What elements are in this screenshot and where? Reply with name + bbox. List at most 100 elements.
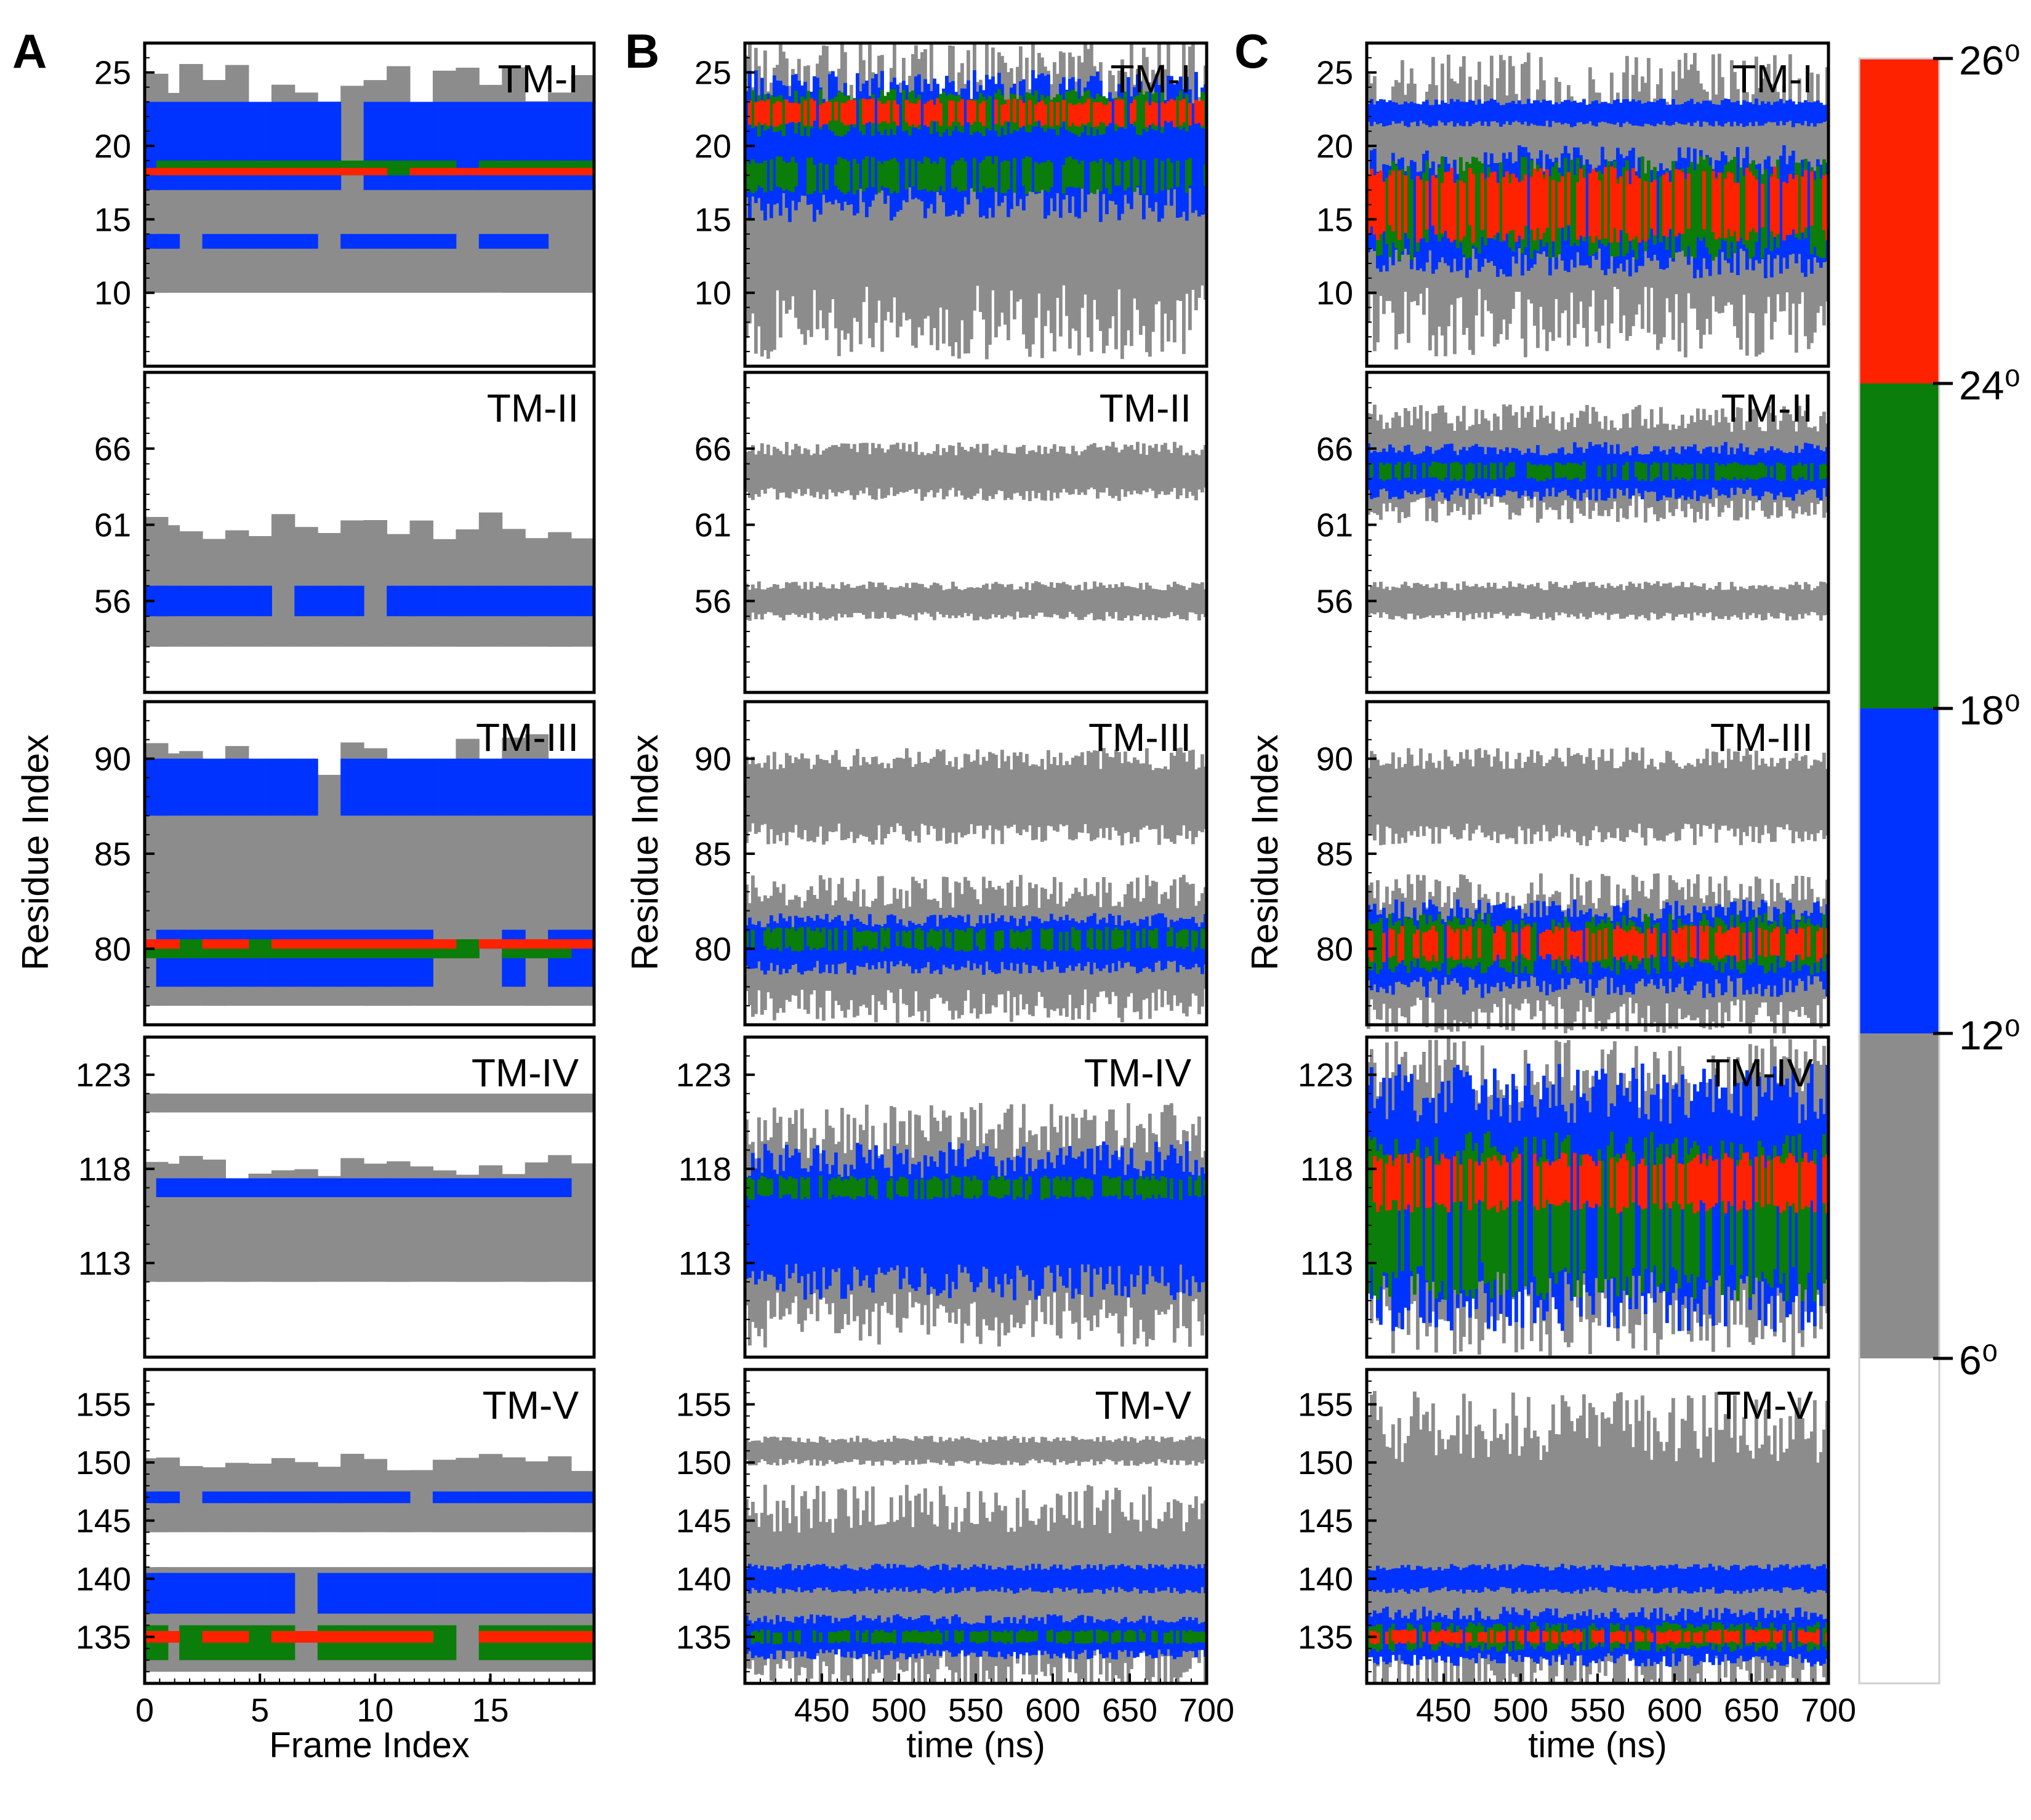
- heatmap-cell: [294, 102, 318, 190]
- heatmap-cell: [1767, 925, 1771, 971]
- heatmap-cell: [1668, 449, 1672, 498]
- heatmap-cell: [791, 449, 795, 492]
- heatmap-cell: [1111, 1632, 1115, 1645]
- heatmap-cell: [1471, 586, 1475, 619]
- heatmap-cell: [899, 1438, 903, 1461]
- heatmap-cell: [1084, 1440, 1087, 1462]
- heatmap-cell: [1631, 99, 1635, 126]
- heatmap-cell: [819, 582, 822, 620]
- heatmap-cell: [1197, 1564, 1201, 1594]
- heatmap-cell: [751, 1153, 755, 1272]
- heatmap-cell: [1585, 449, 1589, 490]
- subplot-title: TM-I: [1111, 57, 1192, 101]
- heatmap-cell: [1188, 750, 1192, 832]
- heatmap-cell: [1807, 161, 1811, 260]
- heatmap-cell: [1197, 1632, 1201, 1643]
- heatmap-cell: [1093, 1174, 1096, 1269]
- heatmap-cell: [1037, 582, 1041, 613]
- heatmap-cell: [920, 1439, 924, 1464]
- heatmap-cell: [760, 927, 764, 971]
- heatmap-cell: [340, 758, 364, 816]
- heatmap-cell: [1102, 1141, 1106, 1290]
- panel-label-c: C: [1234, 24, 1269, 78]
- heatmap-cell: [1025, 156, 1029, 194]
- heatmap-cell: [1444, 582, 1447, 614]
- heatmap-cell: [822, 760, 826, 845]
- heatmap-cell: [1545, 169, 1549, 228]
- heatmap-cell: [794, 1149, 798, 1264]
- heatmap-cell: [911, 452, 915, 489]
- heatmap-cell: [1459, 180, 1463, 241]
- heatmap-cell: [1164, 100, 1167, 206]
- heatmap-cell: [1096, 929, 1100, 949]
- heatmap-cell: [1505, 587, 1509, 619]
- heatmap-cell: [1388, 463, 1392, 479]
- heatmap-cell: [1127, 929, 1130, 952]
- heatmap-cell: [877, 100, 881, 124]
- heatmap-cell: [1425, 100, 1429, 126]
- heatmap-cell: [945, 1630, 949, 1642]
- heatmap-cell: [887, 1563, 890, 1593]
- heatmap-cell: [1003, 921, 1007, 969]
- heatmap-cell: [760, 1565, 764, 1590]
- heatmap-cell: [1739, 105, 1743, 124]
- heatmap-cell: [1157, 590, 1161, 617]
- heatmap-cell: [902, 1164, 906, 1279]
- heatmap-cell: [1554, 462, 1558, 478]
- heatmap-cell: [225, 1178, 249, 1197]
- heatmap-cell: [1462, 581, 1466, 621]
- heatmap-cell: [1733, 462, 1737, 478]
- heatmap-cell: [902, 1517, 906, 1672]
- heatmap-cell: [1699, 463, 1703, 479]
- heatmap-cell: [1751, 465, 1755, 479]
- heatmap-cell: [1142, 763, 1146, 828]
- y-tick-label: 135: [676, 1619, 731, 1656]
- heatmap-cell: [773, 1569, 776, 1594]
- heatmap-cell: [202, 1573, 226, 1614]
- heatmap-cell: [825, 913, 829, 965]
- heatmap-cell: [923, 761, 927, 826]
- heatmap-cell: [1003, 444, 1007, 500]
- heatmap-cell: [960, 158, 964, 191]
- heatmap-cell: [822, 1563, 826, 1591]
- heatmap-cell: [988, 1437, 992, 1465]
- heatmap-cell: [828, 1568, 832, 1590]
- heatmap-cell: [963, 89, 967, 198]
- heatmap-cell: [1527, 462, 1530, 479]
- heatmap-cell: [1394, 165, 1398, 248]
- heatmap-cell: [865, 1570, 869, 1587]
- heatmap-cell: [1154, 444, 1158, 499]
- heatmap-cell: [1120, 79, 1124, 214]
- heatmap-cell: [933, 1161, 936, 1289]
- heatmap-cell: [1705, 100, 1709, 122]
- heatmap-cell: [763, 161, 767, 193]
- heatmap-cell: [1524, 103, 1527, 122]
- heatmap-cell: [1170, 105, 1173, 321]
- x-tick-label: 450: [794, 1692, 850, 1729]
- heatmap-cell: [1077, 455, 1081, 495]
- heatmap-cell: [880, 1629, 884, 1642]
- heatmap-cell: [1822, 463, 1826, 479]
- heatmap-cell: [1111, 1441, 1115, 1462]
- heatmap-cell: [991, 1157, 995, 1293]
- heatmap-cell: [773, 584, 776, 615]
- heatmap-cell: [967, 1438, 970, 1464]
- heatmap-cell: [843, 767, 847, 840]
- heatmap-cell: [1478, 587, 1481, 618]
- heatmap-cell: [340, 1625, 364, 1661]
- heatmap-cell: [1530, 465, 1534, 478]
- heatmap-cell: [1130, 1568, 1133, 1592]
- heatmap-cell: [930, 1632, 933, 1643]
- heatmap-cell: [1022, 444, 1026, 500]
- heatmap-cell: [1068, 764, 1072, 840]
- heatmap-cell: [1013, 1569, 1016, 1594]
- heatmap-cell: [819, 162, 822, 193]
- heatmap-cell: [942, 918, 946, 965]
- heatmap-cell: [1108, 446, 1112, 496]
- heatmap-cell: [1093, 161, 1096, 194]
- heatmap-cell: [1170, 587, 1173, 612]
- heatmap-cell: [911, 1440, 915, 1465]
- heatmap-cell: [1376, 173, 1380, 240]
- heatmap-cell: [1675, 464, 1678, 477]
- heatmap-cell: [156, 167, 180, 175]
